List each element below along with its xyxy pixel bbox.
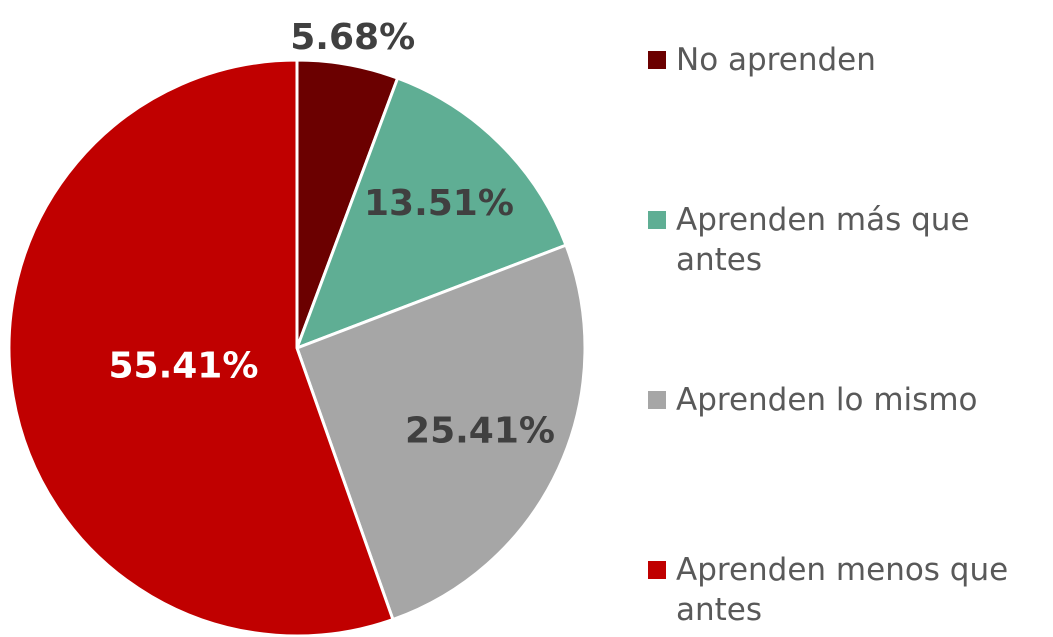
legend-label: Aprenden más que antes bbox=[676, 202, 970, 278]
legend-label: Aprenden menos que antes bbox=[676, 552, 1009, 628]
legend-swatch bbox=[648, 391, 666, 409]
legend-swatch bbox=[648, 51, 666, 69]
pie-slice bbox=[294, 76, 568, 351]
data-label: 25.41% bbox=[405, 411, 555, 452]
pie-slice bbox=[7, 58, 395, 637]
legend-label: Aprenden lo mismo bbox=[676, 382, 978, 418]
data-label: 5.68% bbox=[290, 17, 415, 58]
legend-item: Aprenden menos que antes bbox=[648, 550, 1048, 630]
legend-item: No aprenden bbox=[648, 40, 1048, 80]
legend-swatch bbox=[648, 561, 666, 579]
legend-item: Aprenden lo mismo bbox=[648, 380, 1048, 420]
pie-slice bbox=[295, 243, 587, 622]
chart: 5.68% 13.51% 25.41% 55.41% bbox=[7, 17, 587, 637]
legend-swatch bbox=[648, 211, 666, 229]
legend-label: No aprenden bbox=[676, 42, 876, 78]
data-label: 55.41% bbox=[108, 345, 258, 386]
data-label: 13.51% bbox=[364, 183, 514, 224]
legend-item: Aprenden más que antes bbox=[648, 200, 1048, 280]
